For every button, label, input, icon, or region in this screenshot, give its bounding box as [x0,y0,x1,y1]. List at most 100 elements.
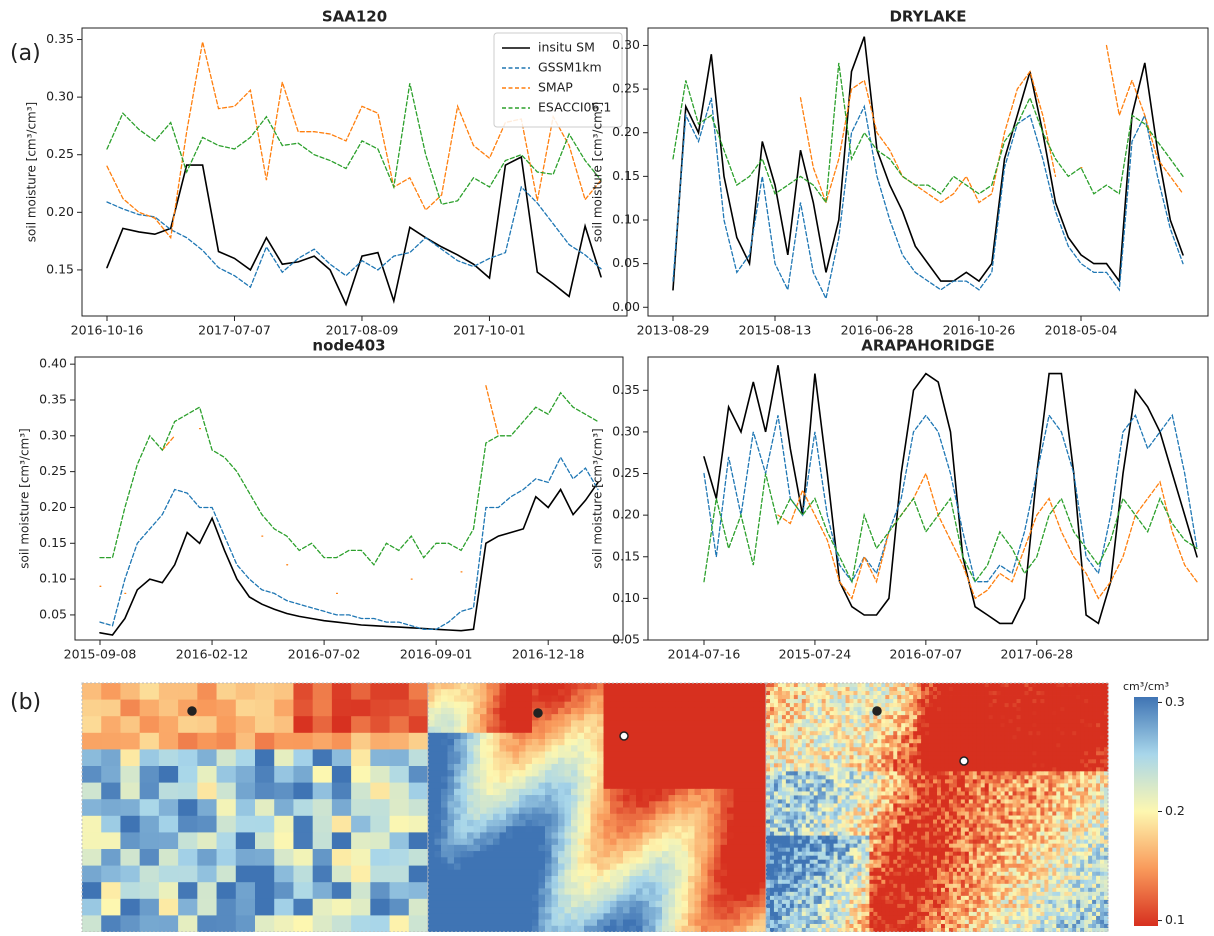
map-pixel [1036,795,1040,799]
map-pixel [961,735,965,739]
map-pixel [332,783,352,800]
map-pixel [617,764,624,771]
map-pixel [869,695,873,699]
map-pixel [901,795,905,799]
map-pixel [917,731,921,735]
map-pixel [662,913,669,920]
map-pixel [885,683,889,687]
map-pixel [532,776,539,783]
map-pixel [818,703,822,707]
map-pixel [493,808,500,815]
map-pixel [487,801,494,808]
map-pixel [332,849,352,866]
map-pixel [578,926,585,932]
map-pixel [740,795,747,802]
map-pixel [794,795,798,799]
map-pixel [889,747,893,751]
map-pixel [610,839,617,846]
map-pixel [1056,795,1060,799]
map-pixel [255,849,275,866]
map-pixel [480,751,487,758]
map-pixel [390,783,410,800]
map-pixel [993,759,997,763]
map-pixel [1044,743,1048,747]
map-pixel [969,751,973,755]
map-pixel [727,870,734,877]
map-pixel [985,735,989,739]
map-pixel [1096,727,1100,731]
map-pixel [818,695,822,699]
map-pixel [591,764,598,771]
map-pixel [1048,715,1052,719]
map-pixel [753,820,760,827]
map-pixel [1092,763,1096,767]
map-pixel [682,913,689,920]
map-pixel [1080,695,1084,699]
map-pixel [1084,743,1088,747]
map-pixel [734,770,741,777]
map-pixel [770,683,774,687]
map-pixel [1056,739,1060,743]
y-tick-label: 0.00 [612,299,640,314]
map-pixel [901,711,905,715]
map-pixel [861,739,865,743]
map-pixel [461,814,468,821]
map-pixel [140,832,160,849]
map-pixel [760,808,767,815]
map-pixel [734,926,741,932]
map-pixel [802,763,806,767]
map-pixel [869,751,873,755]
map-pixel [480,851,487,858]
map-pixel [798,711,802,715]
map-pixel [770,719,774,723]
map-pixel [1048,723,1052,727]
map-pixel [846,743,850,747]
map-pixel [197,783,217,800]
map-pixel [578,751,585,758]
map-pixel [1100,779,1104,783]
map-pixel [565,832,572,839]
map-pixel [1088,747,1092,751]
map-pixel [708,770,715,777]
map-pixel [734,882,741,889]
map-pixel [1088,791,1092,795]
map-pixel [842,755,846,759]
map-pixel [1096,683,1100,687]
map-pixel [1084,703,1088,707]
map-pixel [474,820,481,827]
map-pixel [552,795,559,802]
map-pixel [989,735,993,739]
map-pixel [675,708,682,715]
map-pixel [806,683,810,687]
map-pixel [500,702,507,709]
map-pixel [591,920,598,927]
map-pixel [467,845,474,852]
map-pixel [802,723,806,727]
map-pixel [973,787,977,791]
map-pixel [1076,695,1080,699]
map-pixel [1092,683,1096,687]
map-pixel [701,708,708,715]
map-pixel [1024,759,1028,763]
map-pixel [197,832,217,849]
map-pixel [1005,695,1009,699]
map-pixel [1072,683,1076,687]
map-pixel [782,771,786,775]
map-pixel [500,695,507,702]
map-pixel [1036,779,1040,783]
map-pixel [857,723,861,727]
map-pixel [941,707,945,711]
map-pixel [584,808,591,815]
map-pixel [838,763,842,767]
map-pixel [760,839,767,846]
map-pixel [753,689,760,696]
map-pixel [1040,687,1044,691]
map-pixel [969,739,973,743]
map-pixel [701,901,708,908]
map-pixel [853,695,857,699]
map-pixel [656,733,663,740]
map-pixel [532,783,539,790]
map-pixel [929,739,933,743]
map-pixel [1088,711,1092,715]
map-pixel [682,882,689,889]
